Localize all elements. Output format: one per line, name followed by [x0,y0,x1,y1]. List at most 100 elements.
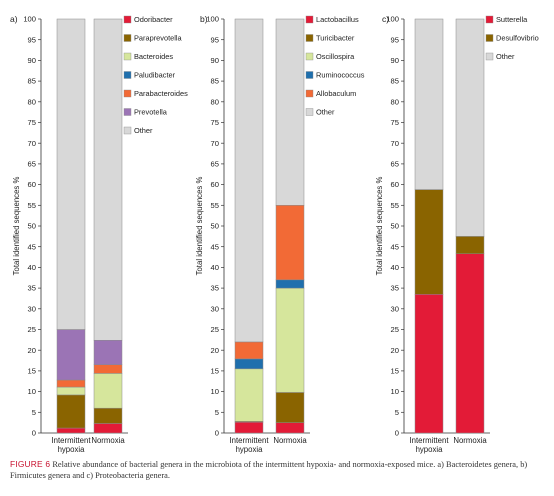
y-tick-label: 5 [32,408,36,417]
x-tick-label: Intermittent [230,436,270,445]
bar-segment-bacteroides [56,386,86,396]
y-tick-label: 45 [28,242,36,251]
legend-label-other: Other [134,126,153,135]
y-tick-label: 65 [28,160,36,169]
bar-segment-other [455,18,485,237]
y-tick-label: 5 [215,408,219,417]
legend-label-odoribacter: Odoribacter [134,15,173,24]
y-axis-title: Total identified sequences % [12,177,21,276]
legend-label-desulfovibrio: Desulfovibrio [496,34,539,43]
bar-segment-other [56,18,86,330]
legend-swatch-bacteroides [123,52,132,61]
y-tick-label: 90 [211,56,219,65]
y-tick-label: 20 [211,346,219,355]
bar-segment-lactobacillus [275,422,305,434]
bar-segment-oscillospira [275,287,305,393]
bar-segment-bacteroides [93,373,123,409]
y-tick-label: 80 [391,97,399,106]
x-tick-label: hypoxia [58,445,86,454]
x-tick-label: Normoxia [273,436,307,445]
y-tick-label: 85 [28,77,36,86]
chart-panel-2: b) 0 5 10 15 20 25 30 35 40 45 50 55 60 65 70 75 80 85 90 95… [195,14,365,454]
y-tick-label: 65 [391,160,399,169]
y-tick-label: 60 [391,180,399,189]
bar-segment-ruminococcus [275,279,305,289]
y-tick-label: 75 [211,118,219,127]
legend-swatch-parabacteroides [123,89,132,98]
bar-segment-other [93,18,123,341]
y-tick-label: 90 [391,56,399,65]
y-tick-label: 100 [23,15,36,24]
legend-swatch-other [123,126,132,135]
legend-swatch-lactobacillus [305,15,314,24]
chart-panel-1: a) 0 5 10 15 20 25 30 35 40 45 50 55 60 65 70 75 80 85 90 95… [10,14,188,454]
bar-segment-other [234,18,264,343]
legend-label-other: Other [316,108,335,117]
y-tick-label: 10 [391,387,399,396]
bar-segment-prevotella [93,340,123,365]
y-tick-label: 70 [211,139,219,148]
y-tick-label: 30 [211,304,219,313]
bar-segment-paraprevotella [56,394,86,429]
y-tick-label: 80 [28,97,36,106]
y-tick-label: 25 [391,325,399,334]
bar-segment-sutterella [414,294,444,434]
y-tick-label: 55 [28,201,36,210]
y-tick-label: 65 [211,160,219,169]
bar-segment-parabacteroides [56,379,86,388]
y-tick-label: 95 [211,35,219,44]
legend-swatch-odoribacter [123,15,132,24]
y-tick-label: 45 [391,242,399,251]
x-tick-label: hypoxia [236,445,264,454]
legend-swatch-paludibacter [123,71,132,79]
y-tick-label: 95 [28,35,36,44]
y-axis-title: Total identified sequences % [195,177,204,276]
legend-label-oscillospira: Oscillospira [316,52,355,61]
bar-segment-other [414,18,444,190]
legend-swatch-paraprevotella [123,34,132,42]
y-tick-label: 20 [391,346,399,355]
legend-label-other: Other [496,52,515,61]
x-tick-label: Normoxia [453,436,487,445]
y-tick-label: 30 [391,304,399,313]
legend-swatch-ruminococcus [305,71,314,79]
bar-segment-parabacteroides [93,364,123,374]
y-tick-label: 70 [391,139,399,148]
legend-swatch-turicibacter [305,34,314,42]
legend-label-paraprevotella: Paraprevotella [134,34,183,43]
y-tick-label: 40 [211,263,219,272]
x-tick-label: hypoxia [416,445,444,454]
bar-segment-turicibacter [275,392,305,423]
legend-label-prevotella: Prevotella [134,108,168,117]
panel-label: a) [10,14,18,24]
panel-label: c) [382,14,389,24]
bar-segment-sutterella [455,253,485,434]
y-tick-label: 55 [391,201,399,210]
bar-segment-other [275,18,305,206]
y-tick-label: 85 [391,77,399,86]
bar-segment-oscillospira [234,368,264,422]
y-tick-label: 100 [386,15,399,24]
y-tick-label: 50 [28,222,36,231]
y-tick-label: 35 [211,284,219,293]
y-tick-label: 60 [211,180,219,189]
legend-label-turicibacter: Turicibacter [316,34,355,43]
legend-swatch-other [305,108,314,116]
y-tick-label: 35 [391,284,399,293]
y-tick-label: 40 [28,263,36,272]
chart-panel-3: c) 0 5 10 15 20 25 30 35 40 45 50 55 60 65 70 75 80 85 90 95… [375,14,539,454]
y-tick-label: 80 [211,97,219,106]
figure-label: FIGURE 6 [10,459,51,469]
legend-label-bacteroides: Bacteroides [134,52,173,61]
legend-label-parabacteroides: Parabacteroides [134,89,188,98]
y-tick-label: 45 [211,242,219,251]
legend-label-ruminococcus: Ruminococcus [316,71,365,80]
legend-label-lactobacillus: Lactobacillus [316,15,359,24]
legend-swatch-oscillospira [305,52,314,61]
y-tick-label: 20 [28,346,36,355]
y-tick-label: 25 [28,325,36,334]
bar-segment-ruminococcus [234,358,264,370]
bar-segment-paraprevotella [93,407,123,424]
bar-segment-desulfovibrio [414,189,444,295]
